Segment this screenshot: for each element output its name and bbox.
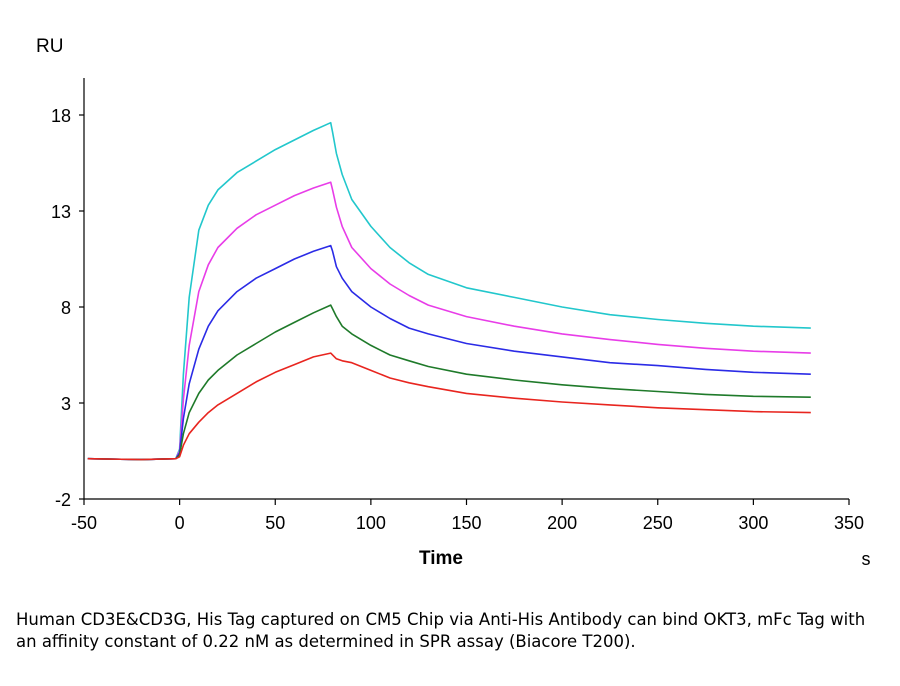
y-tick-label: -2 — [55, 490, 71, 510]
y-tick-label: 8 — [61, 298, 71, 318]
x-axis-label: Time — [419, 548, 463, 569]
x-tick-label: -50 — [71, 513, 97, 533]
sensorgram-chart: -2 3 8 13 18 -50 0 50 100 150 200 250 300 350 RU Time… — [36, 36, 871, 569]
series-line-5 — [87, 352, 811, 461]
y-axis-label: RU — [36, 36, 63, 57]
series-line-3 — [87, 244, 811, 461]
series-line-4 — [87, 304, 811, 461]
x-tick-label: 350 — [834, 513, 864, 533]
x-tick-label: 50 — [265, 513, 285, 533]
x-axis-unit: s — [862, 549, 871, 569]
x-tick-label: 250 — [643, 513, 673, 533]
series-line-1 — [87, 121, 811, 461]
y-tick-label: 3 — [61, 394, 71, 414]
figure-caption: Human CD3E&CD3G, His Tag captured on CM5… — [16, 610, 866, 651]
x-tick-label: 100 — [356, 513, 386, 533]
y-tick-label: 18 — [51, 106, 71, 126]
x-tick-label: 0 — [175, 513, 185, 533]
x-tick-label: 200 — [547, 513, 577, 533]
chart-axes: -2 3 8 13 18 -50 0 50 100 150 200 250 300 350 — [51, 78, 864, 533]
x-tick-label: 150 — [451, 513, 481, 533]
chart-series — [87, 121, 811, 461]
y-tick-label: 13 — [51, 202, 71, 222]
x-tick-label: 300 — [738, 513, 768, 533]
series-line-2 — [87, 181, 811, 461]
